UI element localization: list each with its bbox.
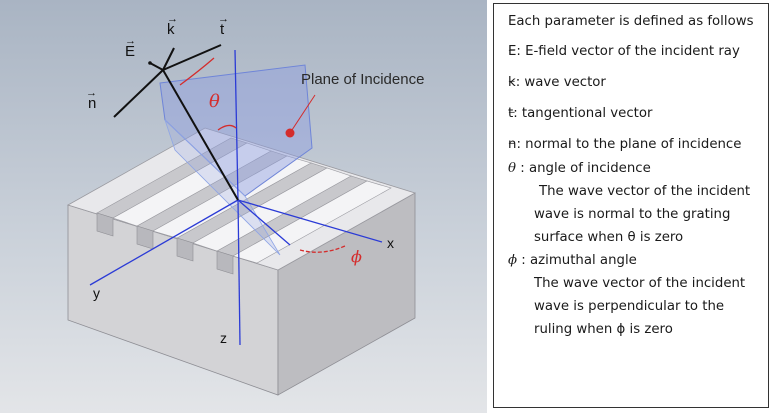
legend-item-n: _ n: normal to the plane of incidence <box>508 131 742 152</box>
label-phi: ϕ <box>351 247 362 266</box>
legend-text-E: : E-field vector of the incident ray <box>516 44 740 59</box>
x-axis <box>237 199 383 243</box>
n-vector <box>113 69 164 118</box>
surface-line <box>237 199 291 246</box>
label-z: z <box>220 330 227 346</box>
legend-symbol-t: t <box>508 106 514 121</box>
label-n: n <box>88 95 96 112</box>
theta-note-line-3: surface when θ is zero <box>534 230 684 245</box>
legend-text-n: : normal to the plane of incidence <box>516 137 742 152</box>
phi-arc <box>299 245 346 253</box>
label-plane: Plane of Incidence <box>301 71 424 88</box>
label-theta: θ <box>209 91 220 112</box>
label-y: y <box>93 285 100 301</box>
label-t: t <box>220 21 225 38</box>
legend-item-phi: ϕ : azimuthal angle <box>508 253 637 269</box>
vec-n: → <box>86 87 97 99</box>
legend-symbol-theta: θ <box>508 161 517 176</box>
plane-pointer <box>289 94 316 134</box>
legend-text-t: : tangentional vector <box>513 106 653 121</box>
vec-t: → <box>218 13 229 25</box>
t-vector <box>162 44 222 71</box>
ray-origin-dot <box>148 61 152 65</box>
phi-note-line-3: ruling when ϕ is zero <box>534 322 673 337</box>
legend-symbol-n: n <box>508 137 517 152</box>
legend-text-phi: : azimuthal angle <box>517 253 637 268</box>
e-vector <box>149 62 164 71</box>
legend-symbol-phi: ϕ <box>508 253 518 268</box>
angles <box>179 57 346 253</box>
grating-diagram: k → t → E → n → θ ϕ Plane of Incidence x… <box>0 0 487 413</box>
z-axis-top <box>234 49 239 201</box>
legend-text-k: : wave vector <box>515 75 606 90</box>
label-x: x <box>387 235 394 251</box>
z-axis <box>237 199 241 346</box>
legend-text-theta: : angle of incidence <box>516 161 651 176</box>
vectors <box>113 44 239 201</box>
legend-symbol-k: k <box>508 75 516 90</box>
plane-lower <box>164 119 281 256</box>
t-arc <box>179 57 215 86</box>
theta-note-line-2: wave is normal to the grating <box>534 207 731 222</box>
legend-item-k: _ k: wave vector <box>508 69 606 90</box>
parameter-legend: Each parameter is defined as follows _ E:… <box>493 3 769 408</box>
theta-note-line-1: The wave vector of the incident <box>539 184 751 199</box>
phi-note-line-1: The wave vector of the incident <box>534 276 746 291</box>
label-k: k <box>167 21 175 38</box>
incident-ray <box>162 69 239 201</box>
axes <box>89 49 383 346</box>
grating-block <box>66 127 417 396</box>
vec-E: → <box>125 35 136 47</box>
front-notches <box>96 212 234 275</box>
legend-symbol-E: E <box>508 44 517 59</box>
legend-heading: Each parameter is defined as follows <box>508 14 754 29</box>
phi-note-line-2: wave is perpendicular to the <box>534 299 725 314</box>
legend-item-theta: θ : angle of incidence <box>508 161 651 177</box>
theta-arc <box>217 124 237 131</box>
legend-item-E: _ E: E-field vector of the incident ray <box>508 38 740 59</box>
y-axis <box>89 199 239 286</box>
label-E: E <box>125 43 135 60</box>
legend-item-t: _ t: tangentional vector <box>508 100 653 121</box>
k-vector <box>162 47 175 71</box>
vec-k: → <box>167 13 178 25</box>
